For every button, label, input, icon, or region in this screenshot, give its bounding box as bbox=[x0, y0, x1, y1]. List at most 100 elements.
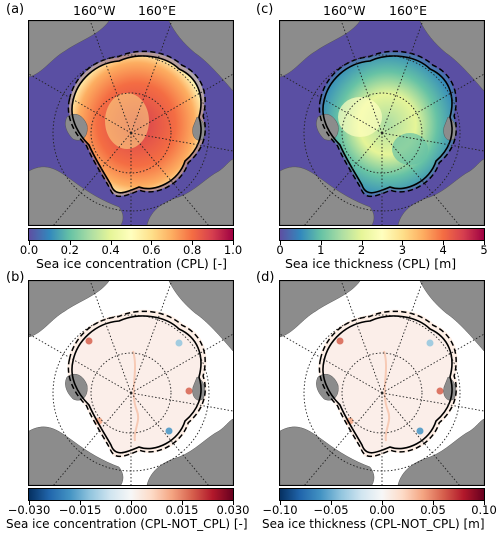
land-mass bbox=[168, 21, 233, 92]
land-mass bbox=[29, 426, 124, 485]
colorbar-tick-label: 4 bbox=[439, 243, 447, 257]
colorbar-tick-mark bbox=[382, 501, 383, 505]
land-mass bbox=[29, 166, 124, 225]
colorbar-tick-mark bbox=[361, 241, 363, 245]
colorbar-tick-mark bbox=[280, 241, 281, 245]
difference-streak bbox=[132, 350, 140, 442]
ice-edge-not-cpl bbox=[318, 310, 457, 458]
colorbar-tick-label: −0.05 bbox=[313, 503, 349, 517]
colorbar-tick-label: 1.0 bbox=[223, 243, 243, 257]
colorbar-tick-label: 0.015 bbox=[165, 503, 199, 517]
colorbar-tick-mark bbox=[331, 501, 332, 505]
panel-label-c: (c) bbox=[256, 2, 274, 17]
ice-edge-cpl bbox=[322, 55, 453, 194]
colorbar-tick-label: 0.0 bbox=[19, 243, 39, 257]
colorbar-tick-mark bbox=[80, 501, 81, 505]
colorbar-title-thickness: Sea ice thickness (CPL) [m] bbox=[285, 256, 457, 271]
latitude-circle bbox=[90, 92, 172, 174]
colorbar-tick-label: 0.030 bbox=[216, 503, 250, 517]
colorbar-tick-mark bbox=[433, 501, 434, 505]
map-sea-ice-thickness bbox=[279, 20, 485, 226]
latitude-circle bbox=[303, 314, 461, 472]
colorbar-tick-label: −0.015 bbox=[58, 503, 102, 517]
lon-label-160w-a: 160°W bbox=[73, 3, 116, 18]
colorbar-tick-mark bbox=[110, 241, 112, 245]
map-sea-ice-concentration bbox=[28, 20, 234, 226]
colorbar-tick-label: −0.030 bbox=[7, 503, 51, 517]
land-mass bbox=[419, 281, 484, 352]
colorbar-thickness bbox=[279, 228, 485, 241]
colorbar-tick-label: 0.000 bbox=[114, 503, 148, 517]
colorbar-tick-mark bbox=[320, 241, 322, 245]
land-mass bbox=[192, 116, 206, 141]
land-mass bbox=[29, 281, 110, 338]
latitude-circle bbox=[52, 314, 210, 472]
panel-label-d: (d) bbox=[256, 270, 275, 285]
colorbar-tick-mark bbox=[192, 241, 194, 245]
panel-label-b: (b) bbox=[6, 270, 25, 285]
difference-anomaly bbox=[426, 339, 434, 347]
colorbar-tick-label: 0.6 bbox=[142, 243, 161, 257]
panel-label-a: (a) bbox=[6, 2, 25, 17]
colorbar-title-concentration-difference: Sea ice concentration (CPL-NOT_CPL) [-] bbox=[6, 517, 248, 531]
colorbar-tick-label: 0.8 bbox=[183, 243, 202, 257]
difference-field-interior bbox=[322, 315, 453, 453]
lower-concentration-patch bbox=[105, 93, 149, 149]
difference-anomaly bbox=[175, 339, 183, 347]
land-mass bbox=[280, 426, 375, 485]
latitude-circle bbox=[52, 54, 210, 212]
latitude-circle bbox=[341, 352, 423, 434]
thick-ice-region bbox=[338, 97, 382, 137]
colorbar-tick-label: −0.10 bbox=[262, 503, 298, 517]
colorbar-title-thickness-difference: Sea ice thickness (CPL-NOT_CPL) [m] bbox=[262, 517, 485, 531]
colorbar-tick-mark bbox=[151, 241, 153, 245]
lon-label-160e-a: 160°E bbox=[138, 3, 177, 18]
ice-edge-not-cpl bbox=[67, 50, 206, 198]
colorbar-tick-mark bbox=[484, 501, 485, 505]
difference-anomaly bbox=[165, 427, 173, 435]
ice-edge-not-cpl bbox=[67, 310, 206, 458]
colorbar-tick-label: 0.10 bbox=[471, 503, 497, 517]
difference-anomaly bbox=[436, 387, 444, 395]
land-mass bbox=[280, 281, 361, 338]
colorbar-tick-mark bbox=[280, 501, 281, 505]
colorbar-tick-mark bbox=[69, 241, 71, 245]
colorbar-tick-label: 1 bbox=[317, 243, 325, 257]
latitude-circle bbox=[341, 92, 423, 174]
lon-label-160w-c: 160°W bbox=[323, 3, 366, 18]
colorbar-tick-mark bbox=[131, 501, 132, 505]
lon-label-160e-c: 160°E bbox=[389, 3, 428, 18]
colorbar-tick-mark bbox=[29, 241, 30, 245]
colorbar-tick-mark bbox=[402, 241, 404, 245]
map-thickness-difference bbox=[279, 280, 485, 486]
colorbar-tick-mark bbox=[182, 501, 183, 505]
land-mass bbox=[168, 281, 233, 352]
ice-edge-not-cpl bbox=[318, 50, 457, 198]
colorbar-tick-mark bbox=[233, 241, 234, 245]
colorbar-tick-label: 0 bbox=[276, 243, 284, 257]
difference-anomaly bbox=[185, 387, 193, 395]
land-mass bbox=[419, 21, 484, 92]
latitude-circle bbox=[303, 54, 461, 212]
colorbar-tick-label: 5 bbox=[480, 243, 488, 257]
colorbar-thickness-difference bbox=[279, 488, 485, 501]
difference-anomaly bbox=[416, 427, 424, 435]
land-mass bbox=[192, 376, 206, 401]
colorbar-tick-mark bbox=[233, 501, 234, 505]
difference-streak bbox=[383, 350, 391, 442]
land-mass bbox=[443, 376, 457, 401]
colorbar-tick-label: 0.4 bbox=[101, 243, 120, 257]
difference-field-interior bbox=[71, 315, 202, 453]
land-mass bbox=[443, 116, 457, 141]
thin-ice-region bbox=[392, 133, 428, 165]
map-concentration-difference bbox=[28, 280, 234, 486]
ice-edge-cpl bbox=[71, 315, 202, 454]
colorbar-title-concentration: Sea ice concentration (CPL) [-] bbox=[36, 256, 228, 271]
colorbar-tick-label: 0.05 bbox=[420, 503, 446, 517]
land-mass bbox=[280, 166, 375, 225]
colorbar-tick-label: 3 bbox=[398, 243, 407, 257]
ice-edge-cpl bbox=[71, 55, 202, 194]
colorbar-tick-mark bbox=[29, 501, 30, 505]
land-mass bbox=[29, 21, 110, 78]
colorbar-tick-label: 0.00 bbox=[369, 503, 395, 517]
